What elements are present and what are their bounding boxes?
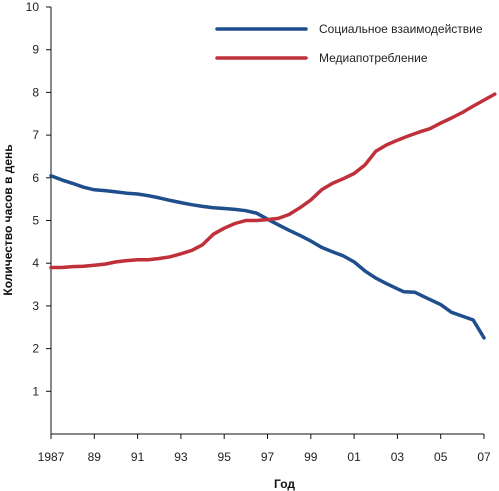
- x-tick-label: 99: [304, 450, 318, 464]
- y-tick-label: 2: [32, 342, 39, 356]
- series-line-2: [49, 92, 497, 270]
- legend-label-1: Социальное взаимодействие: [319, 22, 483, 36]
- y-tick-label: 7: [32, 128, 39, 142]
- legend: Социальное взаимодействие Медиапотреблени…: [215, 22, 483, 65]
- x-tick-label: 91: [131, 450, 145, 464]
- x-tick-label: 95: [218, 450, 232, 464]
- y-tick-label: 10: [26, 0, 40, 14]
- series-layer: [49, 92, 497, 340]
- x-tick-label: 1987: [38, 450, 65, 464]
- y-tick-label: 4: [32, 256, 39, 270]
- x-tick-label: 89: [88, 450, 102, 464]
- x-tick-label: 07: [477, 450, 491, 464]
- x-axis-ticks: 1987 89 91 93 95 97 99 01 03 05 07: [38, 434, 491, 464]
- y-tick-label: 8: [32, 85, 39, 99]
- y-tick-label: 6: [32, 171, 39, 185]
- y-tick-label: 5: [32, 214, 39, 228]
- x-tick-label: 03: [391, 450, 405, 464]
- x-tick-label: 93: [174, 450, 188, 464]
- y-tick-label: 3: [32, 299, 39, 313]
- series-line-1: [49, 173, 486, 340]
- x-axis-title: Год: [274, 477, 295, 491]
- y-tick-label: 1: [32, 384, 39, 398]
- x-tick-label: 05: [434, 450, 448, 464]
- y-axis-title: Количество часов в день: [1, 144, 15, 295]
- x-tick-label: 97: [261, 450, 275, 464]
- legend-label-2: Медиапотребление: [319, 51, 428, 65]
- y-axis-ticks: 1 2 3 4 5 6 7 8 9 10: [26, 0, 51, 398]
- x-tick-label: 01: [347, 450, 361, 464]
- y-tick-label: 9: [32, 43, 39, 57]
